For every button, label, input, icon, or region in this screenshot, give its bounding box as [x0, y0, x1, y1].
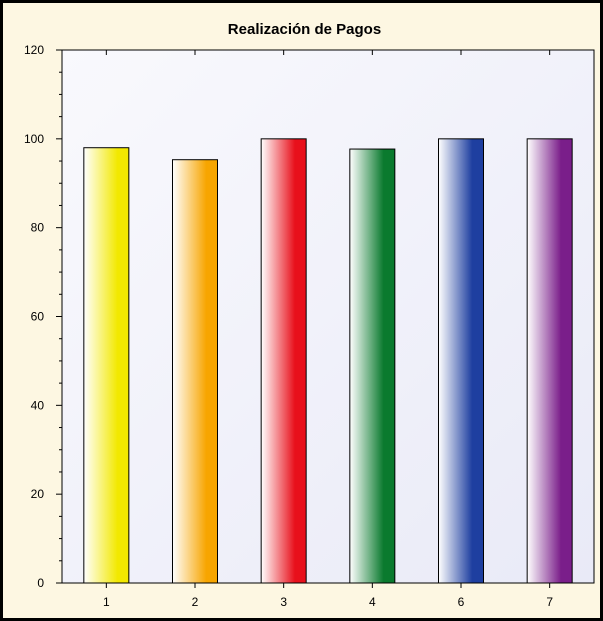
chart-title: Realización de Pagos — [227, 21, 382, 38]
y-tick-label: 120 — [24, 43, 44, 57]
bars-group — [83, 138, 573, 584]
y-tick-label: 40 — [31, 398, 45, 412]
bar-7 — [526, 138, 573, 584]
y-axis: 0 20 40 60 80 100 120 — [24, 43, 62, 590]
x-axis: 1 2 3 4 6 7 — [103, 50, 553, 609]
x-tick-label: 6 — [458, 595, 465, 609]
bar-4 — [349, 148, 396, 584]
y-tick-label: 60 — [31, 310, 45, 324]
bar-3 — [260, 138, 307, 584]
y-tick-label: 100 — [24, 132, 44, 146]
chart-svg: 0 20 40 60 80 100 120 1 2 3 4 6 7 — [24, 43, 595, 609]
x-tick-label: 3 — [280, 595, 287, 609]
bar-1 — [83, 147, 130, 584]
x-tick-label: 2 — [192, 595, 199, 609]
x-tick-label: 4 — [369, 595, 376, 609]
bar-6 — [438, 138, 484, 584]
x-tick-label: 1 — [103, 595, 110, 609]
x-tick-label: 7 — [546, 595, 553, 609]
y-tick-label: 0 — [37, 576, 44, 590]
plot-area — [61, 49, 595, 584]
bar-2 — [172, 159, 218, 584]
y-tick-label: 20 — [31, 487, 45, 501]
y-tick-label: 80 — [31, 221, 45, 235]
